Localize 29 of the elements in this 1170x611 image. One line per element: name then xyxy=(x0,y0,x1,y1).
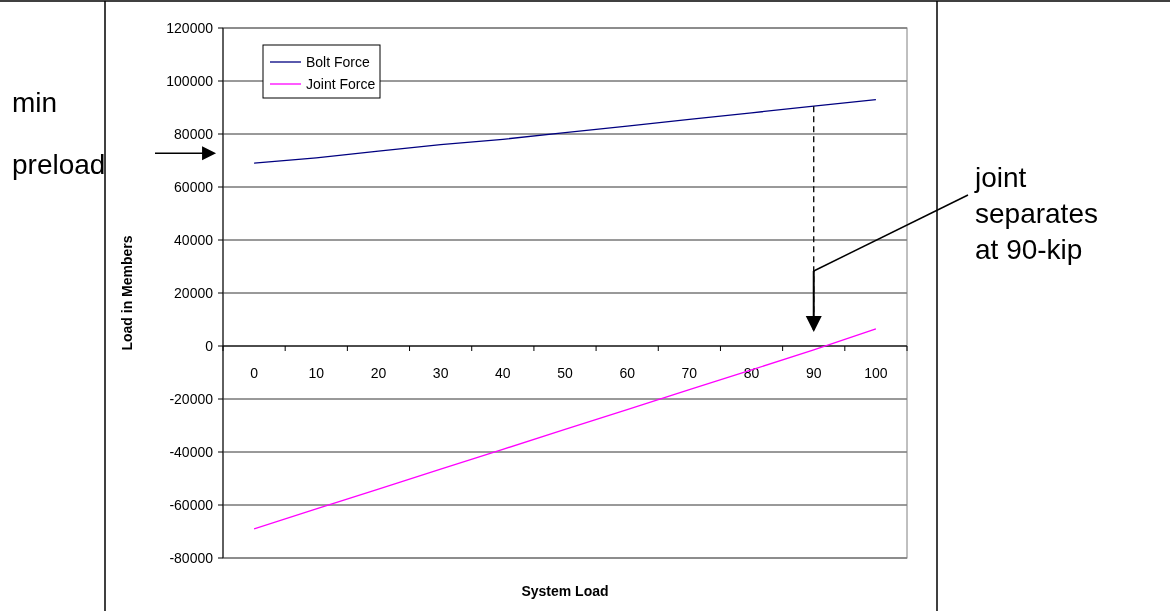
y-tick-label: 0 xyxy=(205,337,214,354)
y-tick-label: 80000 xyxy=(174,125,214,142)
y-tick-label: -20000 xyxy=(169,390,214,407)
y-tick-label: 120000 xyxy=(166,19,214,36)
y-tick-label: -40000 xyxy=(169,443,214,460)
text: min preload xyxy=(12,87,106,180)
x-tick-label: 40 xyxy=(495,365,511,381)
legend-label: Joint Force xyxy=(306,75,376,92)
x-tick-label: 30 xyxy=(432,365,449,381)
x-tick-label: 100 xyxy=(864,365,888,381)
x-tick-label: 60 xyxy=(619,365,636,381)
x-tick-label: 0 xyxy=(250,365,259,381)
x-tick-label: 50 xyxy=(557,365,573,381)
y-tick-label: 20000 xyxy=(174,284,214,301)
text: joint separates at 90-kip xyxy=(974,162,1098,265)
x-tick-label: 80 xyxy=(743,365,760,381)
x-tick-label: 70 xyxy=(681,365,698,381)
y-axis-title: Load in Members xyxy=(119,235,135,351)
x-axis-title: System Load xyxy=(521,583,609,599)
y-tick-label: 40000 xyxy=(174,231,214,248)
y-tick-label: 60000 xyxy=(174,178,214,195)
x-tick-label: 20 xyxy=(370,365,387,381)
legend-label: Bolt Force xyxy=(306,53,371,70)
y-tick-label: -80000 xyxy=(169,549,214,566)
y-tick-label: 100000 xyxy=(166,72,214,89)
x-tick-label: 10 xyxy=(308,365,325,381)
x-tick-label: 90 xyxy=(805,365,822,381)
y-tick-label: -60000 xyxy=(169,496,214,513)
line-series xyxy=(253,98,877,164)
